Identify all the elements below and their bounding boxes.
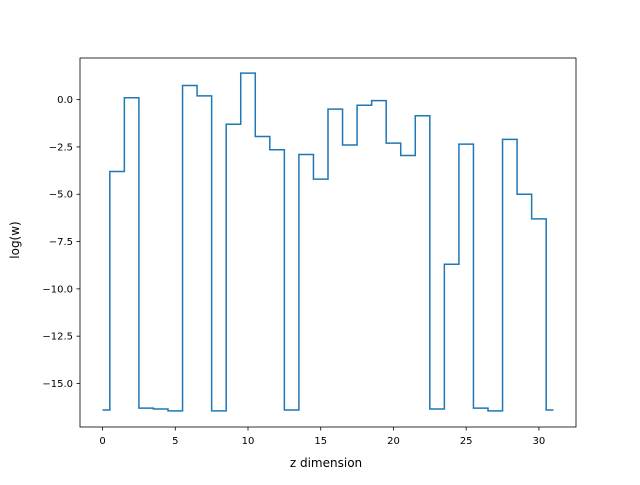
x-tick-label: 0 xyxy=(99,436,105,447)
y-axis-label: log(w) xyxy=(8,221,22,258)
y-tick-label: −7.5 xyxy=(49,237,73,248)
y-tick-label: −15.0 xyxy=(42,379,73,390)
x-tick-label: 5 xyxy=(172,436,178,447)
x-tick-label: 10 xyxy=(242,436,255,447)
x-tick-label: 30 xyxy=(533,436,546,447)
x-tick-label: 20 xyxy=(387,436,400,447)
y-tick-label: −10.0 xyxy=(42,284,73,295)
x-tick-label: 15 xyxy=(314,436,327,447)
y-tick-label: 0.0 xyxy=(57,95,73,106)
plot-area xyxy=(102,72,554,412)
series-line-0 xyxy=(102,72,554,412)
axes-frame xyxy=(79,57,577,428)
x-tick-label: 25 xyxy=(460,436,473,447)
axes: 0 5 10 15 20 25 30 0.0 −2.5 −5.0 −7.5 −10.0 −12.5 −15… xyxy=(42,57,577,447)
y-tick-label: −2.5 xyxy=(49,142,73,153)
y-tick-label: −5.0 xyxy=(49,190,73,201)
x-axis-label: z dimension xyxy=(290,456,362,470)
y-tick-label: −12.5 xyxy=(42,332,73,343)
